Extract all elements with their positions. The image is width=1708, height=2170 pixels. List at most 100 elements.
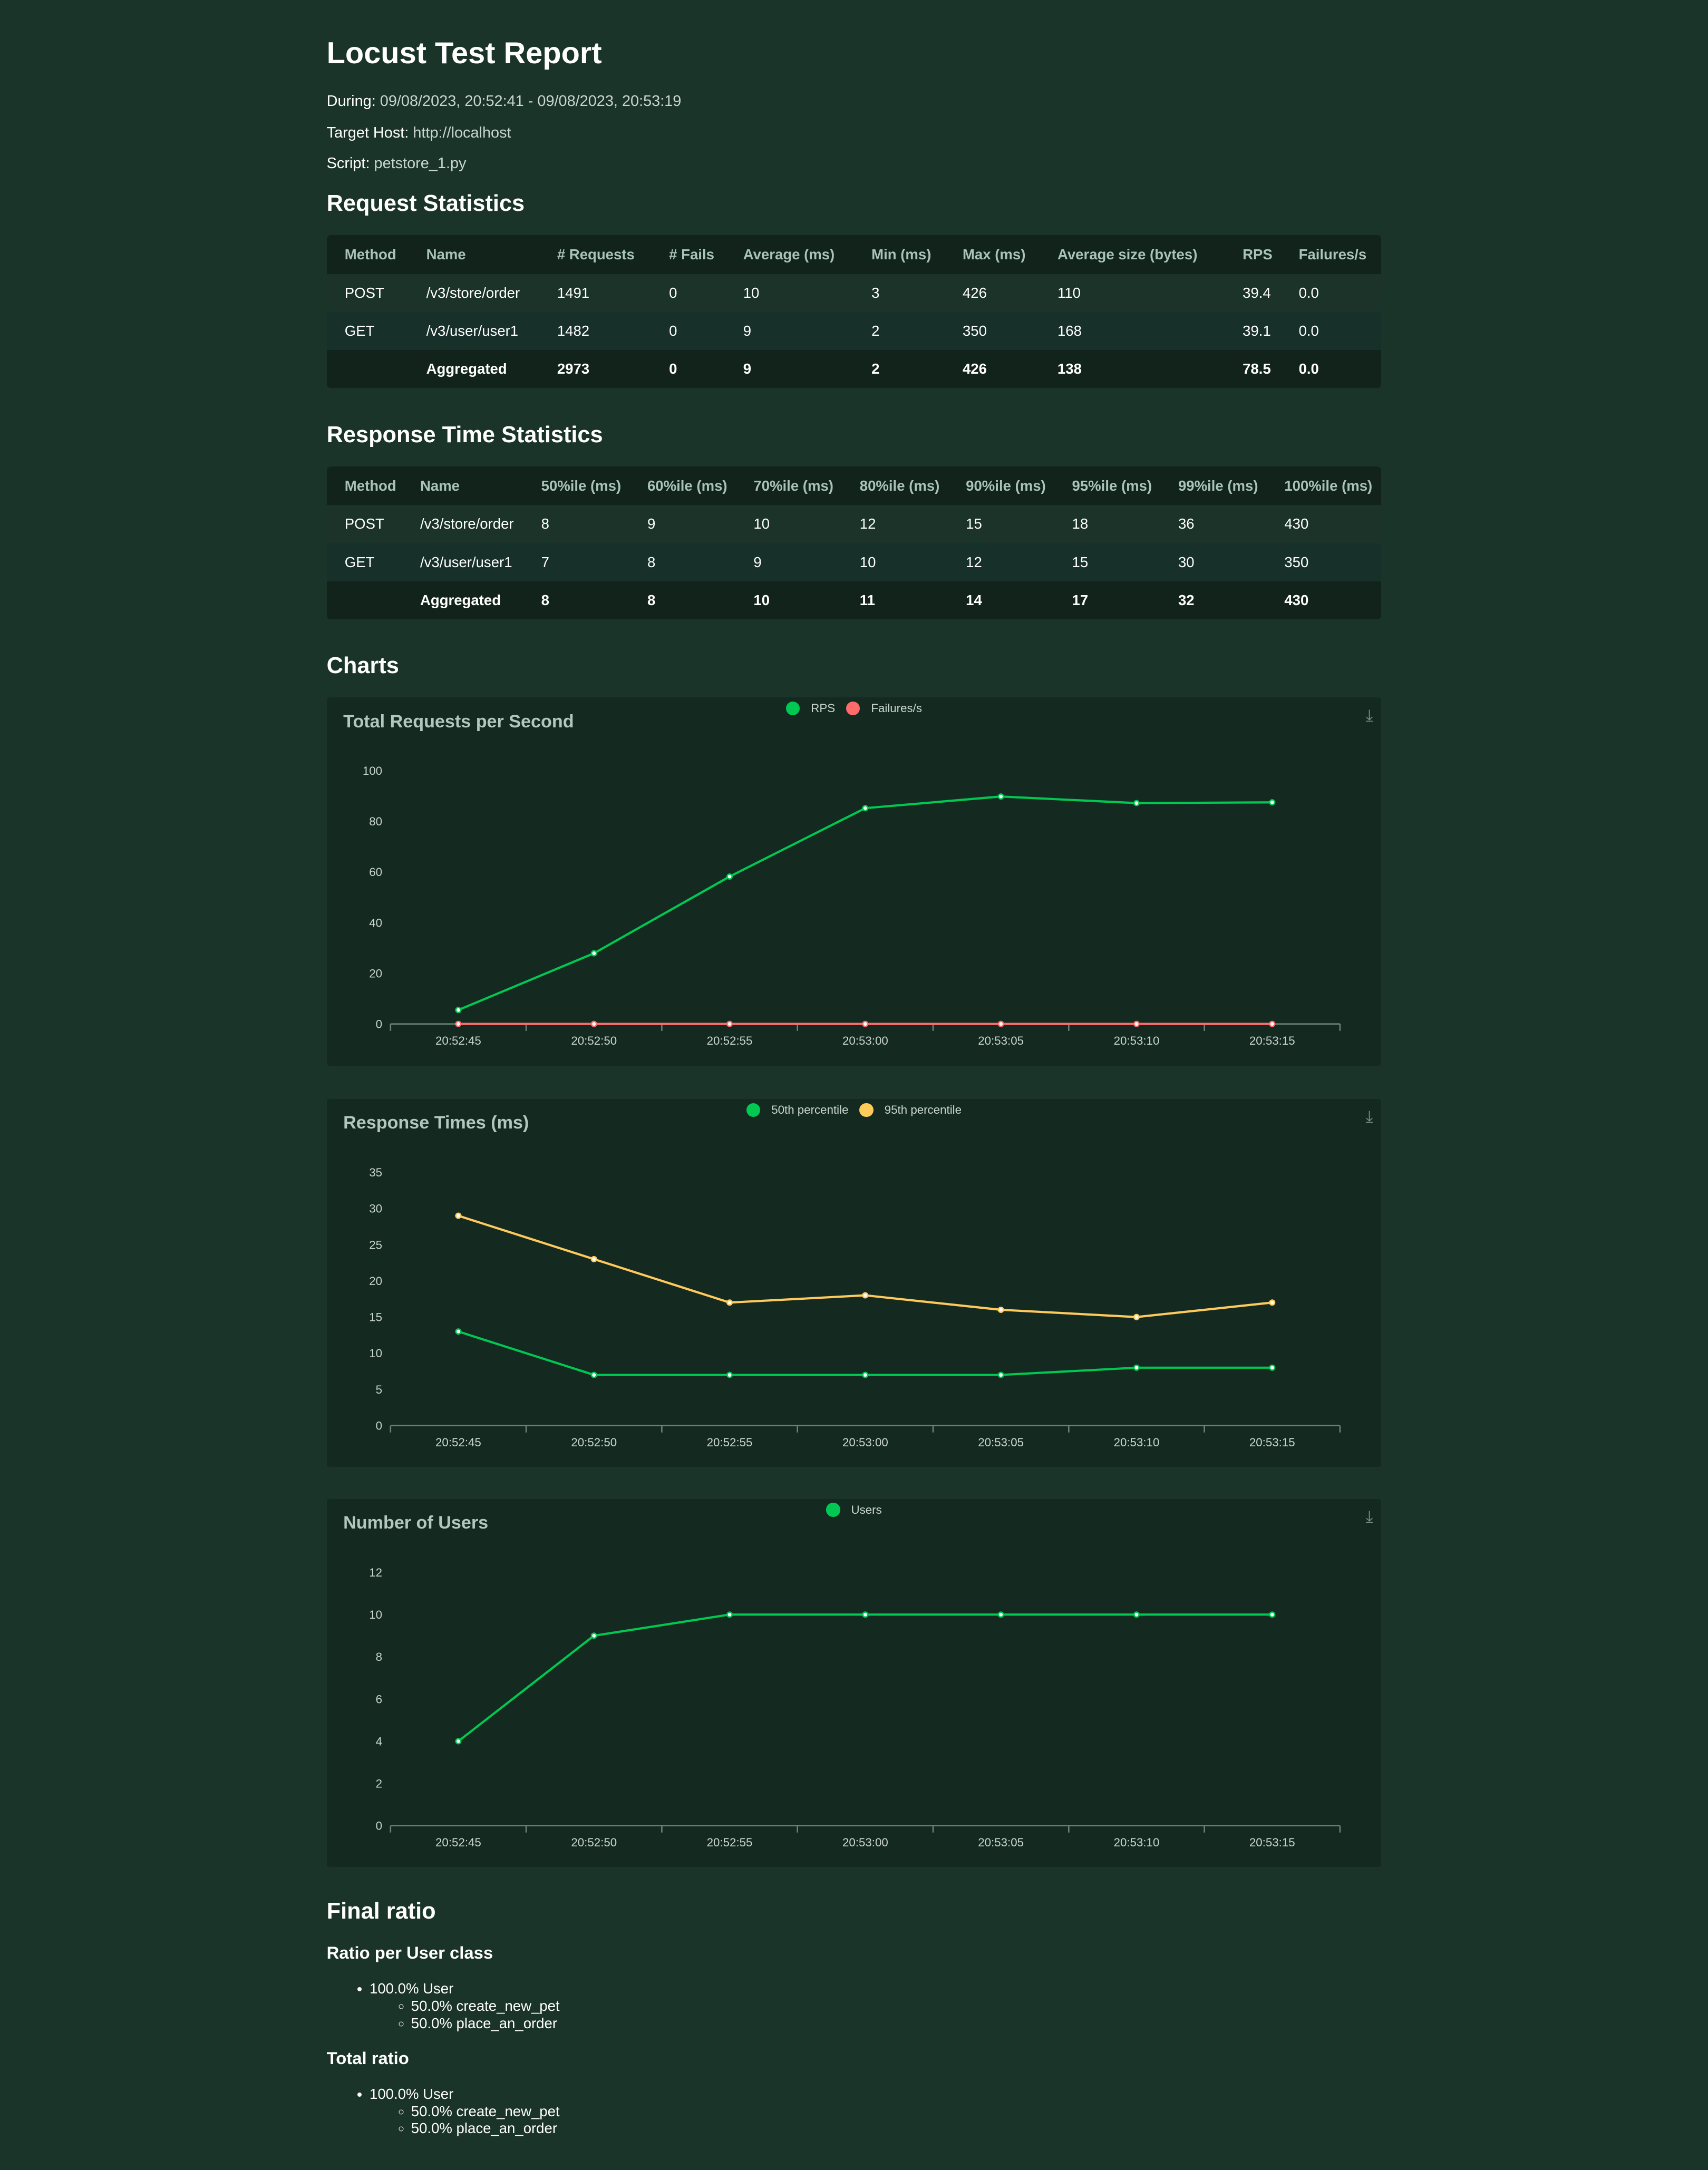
table-cell: 3: [871, 284, 880, 301]
column-header[interactable]: Name: [420, 477, 460, 494]
data-point[interactable]: [1133, 1611, 1140, 1618]
column-header[interactable]: 99%ile (ms): [1178, 477, 1258, 494]
data-point[interactable]: [726, 1611, 733, 1618]
data-point[interactable]: [455, 1020, 462, 1027]
data-point[interactable]: [726, 1020, 733, 1027]
table-cell: 426: [962, 361, 987, 377]
legend-dot-icon: [846, 702, 860, 716]
legend-item[interactable]: Failures/s: [846, 702, 922, 716]
data-point[interactable]: [997, 1611, 1004, 1618]
x-tick-label: 20:52:45: [435, 1836, 481, 1849]
data-point[interactable]: [455, 1737, 462, 1745]
data-point[interactable]: [1133, 800, 1140, 806]
column-header[interactable]: 60%ile (ms): [647, 477, 727, 494]
column-header[interactable]: Max (ms): [962, 246, 1026, 263]
download-icon[interactable]: ⤓: [1365, 1507, 1373, 1526]
data-point[interactable]: [1133, 1364, 1140, 1371]
table-cell: 9: [743, 361, 752, 377]
data-point[interactable]: [726, 1299, 733, 1306]
column-header[interactable]: RPS: [1243, 246, 1273, 263]
data-point[interactable]: [455, 1328, 462, 1335]
legend-label: Users: [851, 1503, 882, 1516]
column-header[interactable]: Min (ms): [871, 246, 931, 263]
y-tick-label: 30: [369, 1202, 382, 1215]
data-point[interactable]: [861, 805, 869, 812]
column-header[interactable]: Failures/s: [1298, 246, 1367, 263]
data-point[interactable]: [590, 1256, 597, 1262]
column-header[interactable]: # Requests: [557, 246, 635, 263]
chart-response-times: Response Times (ms) 50th percentile 95th p…: [326, 1098, 1382, 1467]
data-point[interactable]: [997, 1371, 1004, 1378]
list-item: 50.0% create_new_pet: [411, 2103, 560, 2120]
legend-item[interactable]: Users: [826, 1503, 882, 1517]
data-point[interactable]: [1133, 1313, 1140, 1320]
data-point[interactable]: [726, 1371, 733, 1378]
column-header[interactable]: 50%ile (ms): [541, 477, 622, 494]
x-tick-label: 20:53:15: [1249, 1436, 1295, 1449]
table-cell: 14: [966, 591, 982, 608]
column-header[interactable]: 90%ile (ms): [966, 477, 1046, 494]
table-cell: 0.0: [1298, 284, 1319, 301]
x-tick-label: 20:52:50: [571, 1436, 617, 1449]
y-tick-label: 5: [375, 1383, 382, 1396]
data-point[interactable]: [455, 1212, 462, 1219]
table-cell: 15: [1072, 553, 1089, 570]
table-cell: Aggregated: [420, 591, 501, 608]
data-point[interactable]: [997, 1020, 1004, 1027]
data-point[interactable]: [997, 793, 1004, 800]
table-cell: 12: [966, 553, 982, 570]
download-icon[interactable]: ⤓: [1365, 706, 1373, 725]
column-header[interactable]: 100%ile (ms): [1284, 477, 1373, 494]
column-header[interactable]: 80%ile (ms): [859, 477, 940, 494]
column-header[interactable]: Method: [344, 477, 396, 494]
data-point[interactable]: [1268, 1299, 1275, 1306]
data-point[interactable]: [997, 1306, 1004, 1313]
column-header[interactable]: 95%ile (ms): [1072, 477, 1152, 494]
legend-label: RPS: [811, 702, 836, 715]
data-point[interactable]: [861, 1371, 869, 1378]
column-header[interactable]: Average size (bytes): [1057, 246, 1198, 263]
legend-item[interactable]: 50th percentile: [746, 1103, 849, 1117]
y-tick-label: 15: [369, 1310, 382, 1324]
column-header[interactable]: Name: [426, 246, 466, 263]
table-cell: 430: [1284, 515, 1309, 532]
table-cell: 30: [1178, 553, 1195, 570]
during-value: 09/08/2023, 20:52:41 - 09/08/2023, 20:53…: [380, 92, 682, 110]
table-cell: [327, 581, 402, 619]
y-tick-label: 6: [375, 1692, 382, 1706]
table-cell: Aggregated: [426, 361, 507, 377]
ratio-per-class-list: 100.0% User 50.0% create_new_pet 50.0% p…: [327, 1980, 560, 2032]
data-point[interactable]: [590, 950, 597, 957]
during-line: During: 09/08/2023, 20:52:41 - 09/08/202…: [327, 93, 682, 110]
data-point[interactable]: [1268, 799, 1275, 806]
legend-item[interactable]: RPS: [785, 702, 836, 716]
data-point[interactable]: [590, 1371, 597, 1378]
response-stats-heading: Response Time Statistics: [326, 422, 603, 447]
data-point[interactable]: [726, 873, 733, 880]
data-point[interactable]: [590, 1020, 597, 1027]
data-point[interactable]: [455, 1007, 462, 1014]
table-cell: GET: [344, 553, 375, 570]
table-cell: 32: [1178, 591, 1195, 608]
table-cell: 11: [859, 591, 875, 608]
column-header[interactable]: # Fails: [669, 246, 714, 263]
y-tick-label: 0: [375, 1419, 382, 1432]
column-header[interactable]: Method: [344, 246, 396, 263]
data-point[interactable]: [861, 1020, 869, 1027]
table-cell: 10: [743, 284, 760, 301]
column-header[interactable]: Average (ms): [743, 246, 835, 263]
data-point[interactable]: [861, 1611, 869, 1618]
data-point[interactable]: [1133, 1020, 1140, 1027]
legend-item[interactable]: 95th percentile: [859, 1103, 962, 1117]
download-icon[interactable]: ⤓: [1365, 1107, 1373, 1126]
legend-label: 50th percentile: [771, 1103, 849, 1116]
data-point[interactable]: [1268, 1611, 1275, 1618]
data-point[interactable]: [590, 1632, 597, 1639]
y-tick-label: 20: [369, 967, 382, 980]
column-header[interactable]: 70%ile (ms): [753, 477, 833, 494]
data-point[interactable]: [1268, 1364, 1275, 1371]
data-point[interactable]: [861, 1292, 869, 1299]
response-stats-table: Method Name 50%ile (ms) 60%ile (ms) 70%ile (…: [326, 466, 1382, 619]
data-point[interactable]: [1268, 1020, 1275, 1027]
series-line: [458, 1330, 1272, 1376]
